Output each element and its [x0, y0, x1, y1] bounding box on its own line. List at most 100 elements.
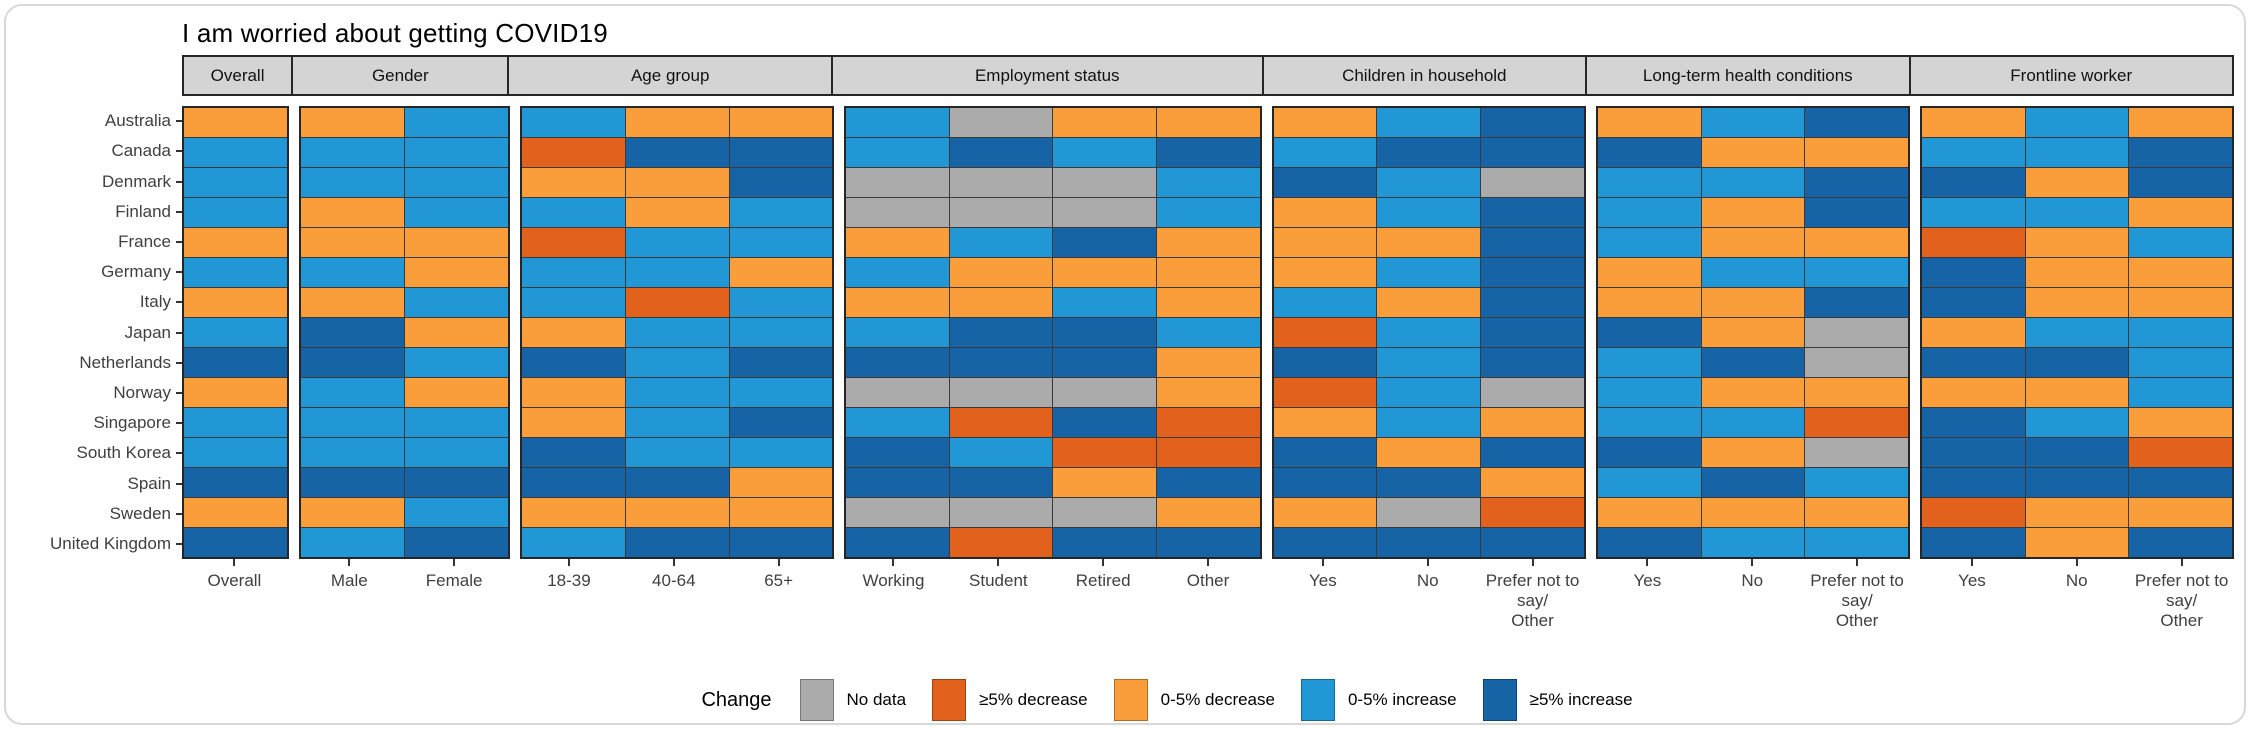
column-label-text: Student [969, 571, 1028, 590]
row-label-norway: Norway [6, 378, 182, 408]
heatmap-cell [1377, 318, 1481, 347]
heatmap-cell [2129, 408, 2233, 437]
legend-item-5-increase: ≥5% increase [1482, 679, 1633, 721]
y-axis-tick [176, 120, 182, 123]
heatmap-cell [1377, 198, 1481, 227]
heatmap-cell [949, 258, 1053, 287]
heatmap-cell [1701, 438, 1805, 467]
facet-grid-employment-status [846, 108, 1260, 557]
heatmap-cell [1053, 138, 1157, 167]
heatmap-cell [301, 468, 405, 497]
heatmap-cell [1597, 108, 1701, 137]
heatmap-cell [2025, 348, 2129, 377]
heatmap-cell [1273, 108, 1377, 137]
heatmap-cell [2025, 318, 2129, 347]
y-axis-tick [176, 361, 182, 364]
facet-panel-age-group [520, 106, 835, 559]
heatmap-cell [1701, 468, 1805, 497]
heatmap-cell [949, 348, 1053, 377]
column-label-text: 18-39 [547, 571, 591, 590]
heatmap-cell [625, 288, 729, 317]
heatmap-cell [405, 438, 509, 467]
heatmap-cell [405, 348, 509, 377]
heatmap-cell [2129, 438, 2233, 467]
heatmap-cell [729, 378, 833, 407]
heatmap-cell [2129, 348, 2233, 377]
facet-grid-age-group [522, 108, 833, 557]
row-label-text: Norway [113, 382, 171, 402]
heatmap-cell [301, 198, 405, 227]
heatmap-cell [846, 168, 949, 197]
column-label-text: Prefer not to say/ Other [2134, 571, 2229, 630]
facet-grid-frontline-worker [1921, 108, 2233, 557]
column-label-65: 65+ [726, 559, 831, 631]
column-label-yes: Yes [1920, 559, 2025, 631]
heatmap-cell [1701, 318, 1805, 347]
facet-panels [182, 106, 2235, 559]
heatmap-cell [301, 348, 405, 377]
heatmap-cell [1481, 528, 1584, 557]
row-label-spain: Spain [6, 468, 182, 498]
heatmap-cell [301, 378, 405, 407]
heatmap-cell [729, 228, 833, 257]
heatmap-cell [301, 408, 405, 437]
heatmap-cell [625, 408, 729, 437]
row-label-text: United Kingdom [50, 533, 171, 553]
heatmap-cell [949, 528, 1053, 557]
heatmap-cell [846, 438, 949, 467]
heatmap-cell [2025, 528, 2129, 557]
heatmap-cell [846, 198, 949, 227]
heatmap-cell [1481, 468, 1584, 497]
x-axis-tick [2180, 559, 2183, 566]
heatmap-cell [1157, 198, 1260, 227]
column-label-female: Female [402, 559, 507, 631]
heatmap-cell [184, 498, 288, 527]
column-label-text: Yes [1958, 571, 1986, 590]
row-label-text: South Korea [76, 443, 171, 463]
facet-panel-frontline-worker [1919, 106, 2235, 559]
heatmap-cell [1921, 438, 2025, 467]
heatmap-cell [2129, 378, 2233, 407]
heatmap-cell [522, 378, 625, 407]
row-label-text: Denmark [102, 171, 171, 191]
heatmap-cell [184, 378, 288, 407]
heatmap-cell [522, 258, 625, 287]
heatmap-cell [729, 438, 833, 467]
row-label-text: Singapore [93, 413, 171, 433]
heatmap-cell [1597, 228, 1701, 257]
heatmap-cell [301, 228, 405, 257]
heatmap-cell [846, 108, 949, 137]
y-axis-tick [176, 180, 182, 183]
heatmap-cell [301, 528, 405, 557]
heatmap-cell [184, 528, 288, 557]
heatmap-cell [1921, 468, 2025, 497]
x-label-group-overall: Overall [182, 559, 287, 631]
heatmap-cell [405, 288, 509, 317]
column-label-text: Retired [1075, 571, 1131, 590]
heatmap-cell [405, 498, 509, 527]
column-label-text: 65+ [764, 571, 794, 590]
heatmap-cell [522, 138, 625, 167]
heatmap-cell [522, 528, 625, 557]
facet-grid-long-term-health-conditions [1597, 108, 1908, 557]
y-axis-tick [176, 301, 182, 304]
legend-swatch-0-5-increase [1300, 679, 1335, 721]
heatmap-cell [1921, 168, 2025, 197]
heatmap-cell [1053, 438, 1157, 467]
heatmap-cell [625, 468, 729, 497]
heatmap-cell [2129, 318, 2233, 347]
heatmap-cell [1701, 108, 1805, 137]
x-label-group-gender: Male Female [297, 559, 507, 631]
heatmap-cell [184, 108, 288, 137]
column-label-text: Female [425, 571, 483, 590]
heatmap-cell [1053, 168, 1157, 197]
heatmap-cell [1805, 468, 1908, 497]
row-label-text: Australia [104, 111, 171, 131]
row-label-singapore: Singapore [6, 408, 182, 438]
column-label-text: No [2065, 571, 2088, 590]
heatmap-cell [625, 438, 729, 467]
heatmap-cell [949, 378, 1053, 407]
heatmap-cell [729, 528, 833, 557]
heatmap-cell [949, 468, 1053, 497]
heatmap-cell [522, 348, 625, 377]
